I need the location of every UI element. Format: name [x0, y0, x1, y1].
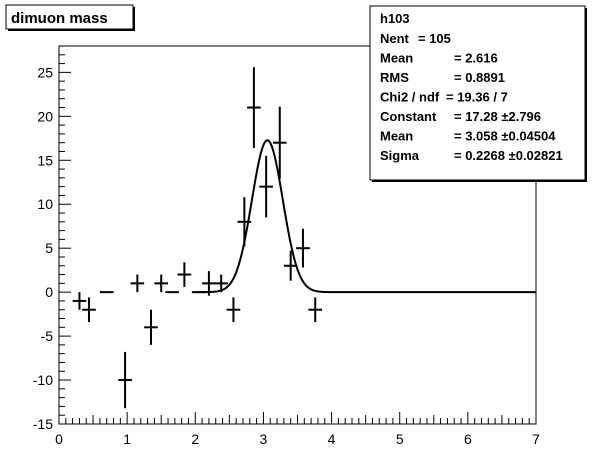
- y-tick-label: 0: [45, 284, 53, 300]
- stats-row-label: Mean: [380, 129, 413, 144]
- stats-box: h103 Nent = 105 Mean = 2.616 RMS = 0.8891 Chi2…: [369, 5, 587, 182]
- stats-row-value: = 3.058 ±0.04504: [454, 129, 556, 144]
- chart-title-frame: [5, 4, 134, 30]
- data-point: [130, 274, 145, 293]
- y-tick-label: -15: [33, 416, 53, 432]
- stats-row-value: = 0.8891: [454, 70, 505, 85]
- data-point: [118, 351, 132, 409]
- x-tick-label: 3: [260, 431, 268, 447]
- stats-row-label: Nent: [380, 31, 410, 46]
- data-point: [259, 155, 273, 218]
- y-tick-label: -5: [41, 328, 54, 344]
- chart-title: dimuon mass: [11, 10, 108, 27]
- stats-row-value: = 105: [418, 31, 451, 46]
- y-tick-label: -10: [33, 372, 53, 388]
- x-tick-label: 2: [191, 431, 199, 447]
- data-point: [272, 106, 287, 179]
- stats-box-shadow-bottom: [372, 180, 587, 182]
- stats-row-value: = 2.616: [454, 51, 498, 66]
- chart-title-shadow-side: [133, 7, 135, 31]
- data-point: [283, 250, 298, 281]
- data-point: [72, 292, 87, 310]
- data-point: [214, 274, 228, 293]
- y-tick-label: 5: [45, 240, 53, 256]
- x-axis: 0 1 2 3 4 5 6 7: [55, 412, 540, 447]
- stats-box-shadow-side: [585, 8, 587, 182]
- data-point: [308, 297, 323, 323]
- x-tick-label: 5: [396, 431, 404, 447]
- stats-box-title: h103: [380, 11, 410, 26]
- stats-row-label: Sigma: [380, 148, 420, 163]
- x-tick-label: 7: [532, 431, 540, 447]
- stats-row-label: RMS: [380, 70, 409, 85]
- x-tick-label: 6: [464, 431, 472, 447]
- stats-box-frame: [369, 5, 586, 181]
- data-point: [154, 274, 169, 293]
- stats-row-value: = 0.2268 ±0.02821: [454, 148, 563, 163]
- x-tick-label: 1: [123, 431, 131, 447]
- x-tick-label: 4: [328, 431, 336, 447]
- stats-row-label: Constant: [380, 109, 437, 124]
- data-point: [247, 67, 261, 148]
- chart-title-box: dimuon mass: [5, 4, 135, 31]
- y-tick-label: 25: [37, 64, 53, 80]
- stats-row-value: = 19.36 / 7: [446, 90, 508, 105]
- data-point: [177, 262, 192, 287]
- x-tick-label: 0: [55, 431, 63, 447]
- y-tick-label: 10: [37, 196, 53, 212]
- data-point: [296, 228, 310, 268]
- stats-row-label: Mean: [380, 51, 413, 66]
- data-point: [82, 297, 96, 323]
- stats-row-value: = 17.28 ±2.796: [454, 109, 541, 124]
- y-tick-label: 20: [37, 108, 53, 124]
- y-tick-label: 15: [37, 152, 53, 168]
- data-points: [72, 67, 323, 409]
- data-point: [226, 297, 241, 323]
- y-axis: -15 -10 -5 0 5 10 15 20 25: [33, 45, 71, 432]
- gaussian-fit-curve: [195, 139, 536, 294]
- stats-row-label: Chi2 / ndf: [380, 90, 440, 105]
- chart-title-shadow: [8, 29, 135, 31]
- data-point: [144, 309, 158, 345]
